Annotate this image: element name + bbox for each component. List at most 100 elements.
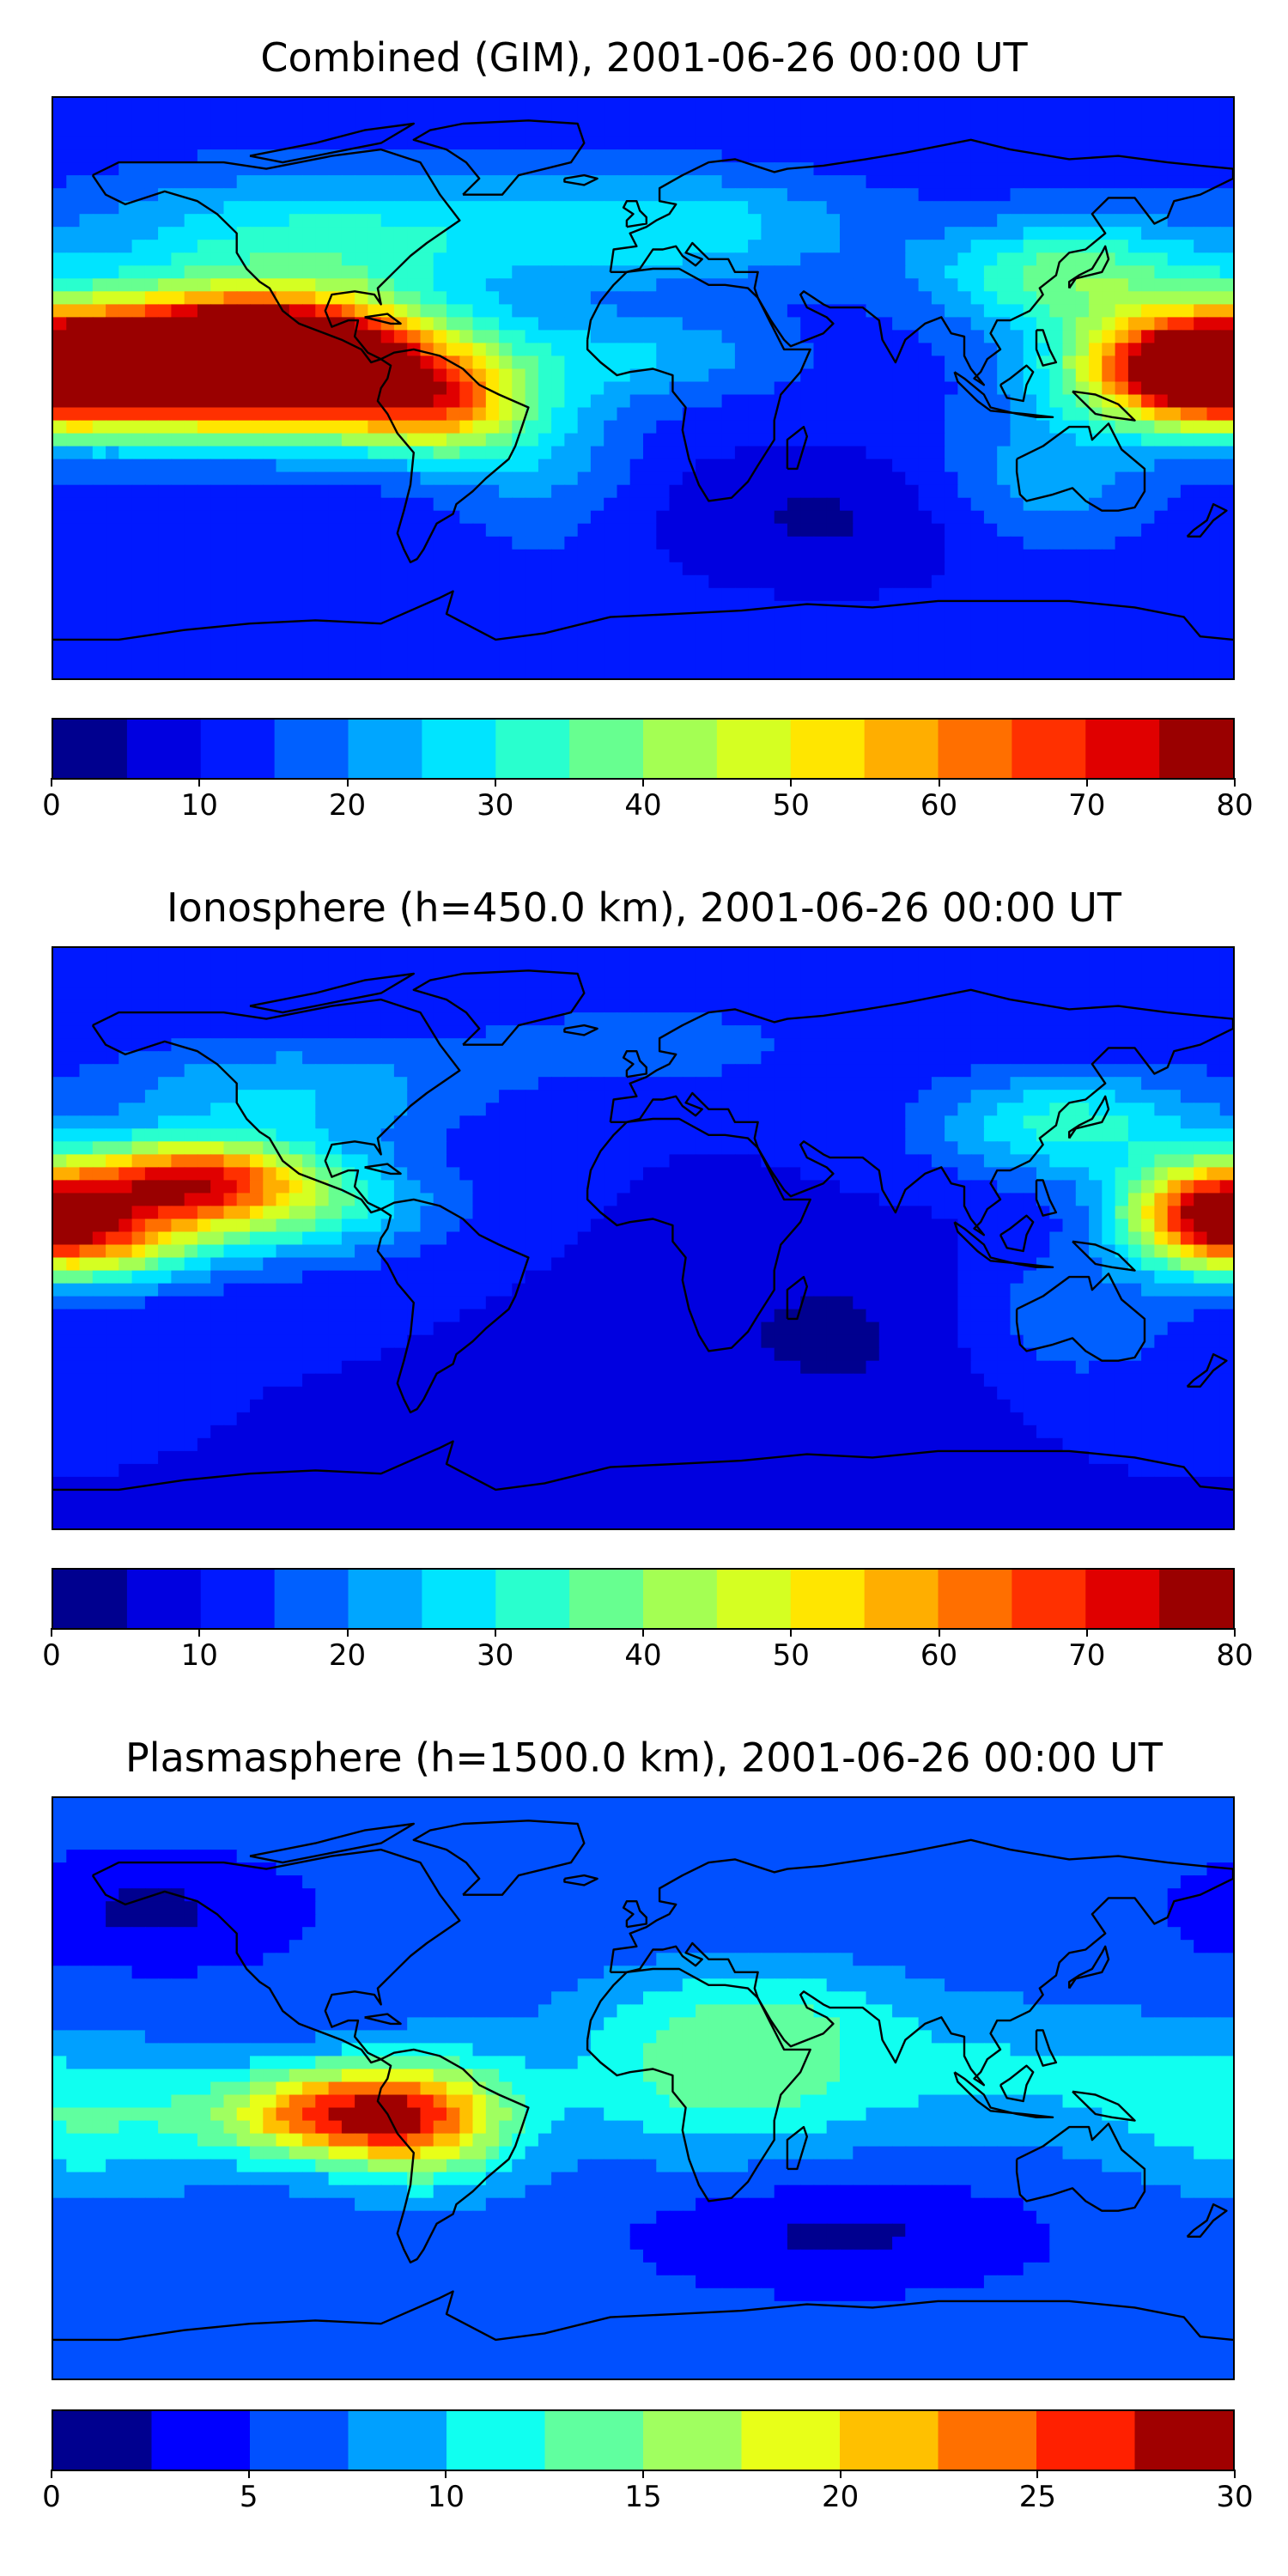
field-cell xyxy=(708,175,723,189)
field-cell xyxy=(538,330,552,344)
field-cell xyxy=(1219,999,1233,1013)
field-cell xyxy=(748,124,762,137)
field-cell xyxy=(276,497,290,512)
field-cell xyxy=(1049,291,1064,306)
field-cell xyxy=(997,149,1012,163)
field-cell xyxy=(1206,987,1221,1000)
field-cell xyxy=(53,240,68,253)
field-cell xyxy=(669,1025,683,1039)
field-cell xyxy=(970,523,985,538)
field-cell xyxy=(512,407,526,422)
field-cell xyxy=(1062,240,1077,253)
field-cell xyxy=(459,536,474,550)
field-cell xyxy=(774,471,788,486)
field-cell xyxy=(1127,665,1142,678)
field-cell xyxy=(878,665,893,678)
field-cell xyxy=(682,987,696,1000)
field-cell xyxy=(197,368,211,383)
field-cell xyxy=(289,536,303,550)
field-cell xyxy=(512,124,526,137)
field-cell xyxy=(315,626,330,641)
field-cell xyxy=(590,330,605,344)
field-cell xyxy=(407,368,422,383)
field-cell xyxy=(892,510,907,525)
field-cell xyxy=(800,471,815,486)
field-cell xyxy=(748,510,762,525)
field-cell xyxy=(840,252,854,267)
field-cell xyxy=(617,665,631,678)
field-cell xyxy=(813,536,828,550)
field-cell xyxy=(708,124,723,137)
field-cell xyxy=(866,484,880,499)
field-cell xyxy=(1010,523,1024,538)
field-cell xyxy=(420,368,434,383)
field-cell xyxy=(525,240,539,253)
field-cell xyxy=(66,162,81,176)
field-cell xyxy=(433,240,447,253)
field-cell xyxy=(315,175,330,189)
field-cell xyxy=(983,420,998,434)
colorbar-tick-label: 10 xyxy=(180,788,218,823)
field-cell xyxy=(590,355,605,370)
field-cell xyxy=(92,407,106,422)
field-cell xyxy=(263,459,277,473)
field-cell xyxy=(53,188,68,202)
field-cell xyxy=(79,137,94,150)
field-cell xyxy=(538,987,552,1000)
field-cell xyxy=(840,330,854,344)
field-cell xyxy=(564,265,579,280)
field-cell xyxy=(158,471,173,486)
field-cell xyxy=(79,484,94,499)
field-cell xyxy=(407,291,422,306)
field-cell xyxy=(447,987,461,1000)
field-cell xyxy=(92,394,106,409)
field-cell xyxy=(590,98,605,112)
field-cell xyxy=(1180,317,1194,331)
field-cell xyxy=(1154,394,1169,409)
field-cell xyxy=(341,265,355,280)
field-cell xyxy=(1062,1051,1077,1065)
field-cell xyxy=(1062,459,1077,473)
field-cell xyxy=(905,330,920,344)
field-cell xyxy=(866,355,880,370)
field-cell xyxy=(485,510,500,525)
field-cell xyxy=(643,381,658,396)
field-cell xyxy=(499,149,513,163)
field-cell xyxy=(433,471,447,486)
field-cell xyxy=(564,665,579,678)
field-cell xyxy=(1010,149,1024,163)
field-cell xyxy=(945,974,959,987)
field-cell xyxy=(892,304,907,319)
field-cell xyxy=(131,343,146,357)
field-cell xyxy=(289,961,303,975)
field-cell xyxy=(866,665,880,678)
field-cell xyxy=(997,124,1012,137)
field-cell xyxy=(459,639,474,653)
field-cell xyxy=(1127,1012,1142,1026)
field-cell xyxy=(131,433,146,447)
field-cell xyxy=(433,381,447,396)
field-cell xyxy=(997,111,1012,125)
field-cell xyxy=(696,574,710,589)
field-cell xyxy=(276,948,290,962)
field-cell xyxy=(721,343,736,357)
field-cell xyxy=(1206,420,1221,434)
field-cell xyxy=(918,343,933,357)
field-cell xyxy=(512,613,526,628)
field-cell xyxy=(499,600,513,615)
field-cell xyxy=(223,175,238,189)
field-cell xyxy=(1089,562,1103,576)
field-cell xyxy=(407,252,422,267)
field-cell xyxy=(866,613,880,628)
field-cell xyxy=(407,613,422,628)
field-cell xyxy=(118,278,133,293)
field-cell xyxy=(774,433,788,447)
field-cell xyxy=(983,613,998,628)
field-cell xyxy=(66,653,81,666)
field-cell xyxy=(997,343,1012,357)
field-cell xyxy=(721,639,736,653)
field-cell xyxy=(512,330,526,344)
field-cell xyxy=(734,1025,749,1039)
field-cell xyxy=(629,549,644,563)
field-cell xyxy=(1154,459,1169,473)
